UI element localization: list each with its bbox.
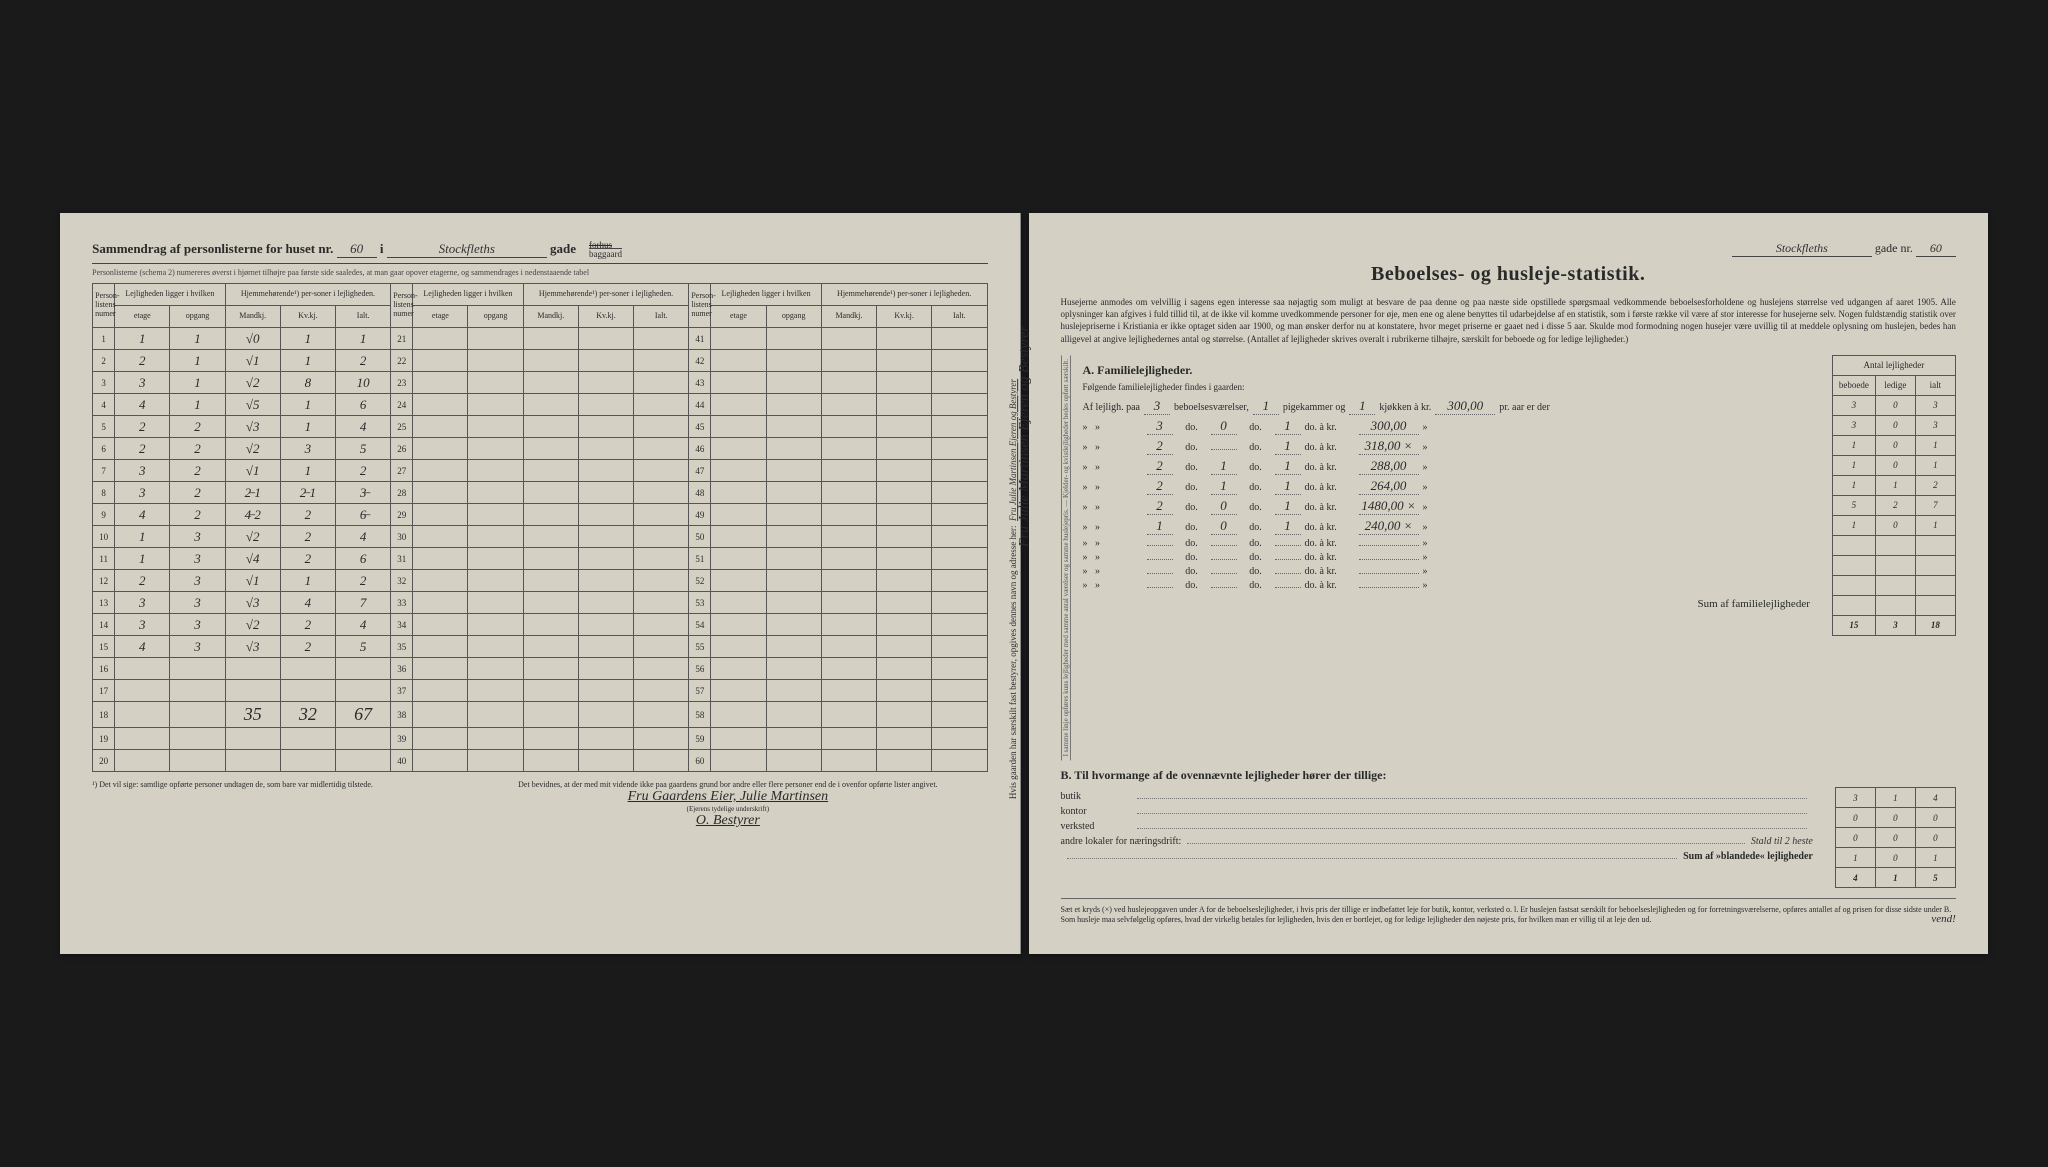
section-A-sub: Følgende familielejligheder findes i gaa… [1083,382,1810,392]
col-num: Person-listens numer [93,284,115,328]
col-kvkj: Kv.kj. [280,306,335,328]
count-header: Antal lejligheder [1832,355,1955,375]
family-rows: Af lejligh. paa3beboelsesværelser,1pigek… [1083,398,1810,614]
document-spread: Sammendrag af personlisterne for huset n… [60,213,1988,954]
section-B: B. Til hvormange af de ovennævnte lejlig… [1061,768,1956,888]
i-label: i [380,241,384,256]
right-header: Stockfleths gade nr. 60 [1061,241,1956,257]
header-subnote: Personlisterne (schema 2) numereres øver… [92,268,987,277]
count-beboede: beboede [1832,375,1875,395]
count-ledige: ledige [1875,375,1915,395]
right-page: Fru Julie Martinsen Ejeren og Bestyrer S… [1029,213,1988,954]
vend-label: vend! [1931,912,1955,926]
page-title: Beboelses- og husleje-statistik. [1061,263,1956,286]
left-footer: ¹) Det vil sige: samtlige opførte person… [92,780,987,829]
col-num2: Person-listens numer [391,284,413,328]
footer-text: Sæt et kryds (×) ved huslejeopgaven unde… [1061,905,1952,924]
count-table: Antal lejligheder beboede ledige ialt 30… [1832,355,1956,636]
col-lej3: Lejligheden ligger i hvilken [711,284,821,306]
left-page: Sammendrag af personlisterne for huset n… [60,213,1020,954]
col-opgang: opgang [170,306,225,328]
footer-block: Sæt et kryds (×) ved huslejeopgaven unde… [1061,898,1956,926]
intro-text: Husejerne anmodes om velvillig i sagens … [1061,296,1956,345]
footnote-2b: (Ejerens tydelige underskrift) [468,805,987,813]
col-mandkj: Mandkj. [225,306,280,328]
street-name: Stockfleths [387,241,547,258]
count-table-B: 314000000101415 [1835,787,1956,888]
left-header: Sammendrag af personlisterne for huset n… [92,241,987,264]
baggaard-label: baggaard [589,248,622,259]
house-number: 60 [337,241,377,258]
owner-signature: Fru Gaardens Eier, Julie Martinsen [468,789,987,805]
footnote-2a: Det bevidnes, at der med mit vidende ikk… [468,780,987,789]
col-lej2: Lejligheden ligger i hvilken [413,284,523,306]
r-house-no: 60 [1916,241,1956,257]
bestyrer-signature-bottom: O. Bestyrer [468,813,987,829]
col-hjem2: Hjemmehørende¹) per-soner i lejligheden. [523,284,689,306]
gutter-signature: Fru Julie Martinsen Ejeren og Bestyrer [1017,326,1033,547]
col-lej: Lejligheden ligger i hvilken [115,284,225,306]
side-note-A: I samme linje opføres kuns lejligheder m… [1061,355,1071,760]
col-hjem: Hjemmehørende¹) per-soner i lejligheden. [225,284,391,306]
person-summary-table: Person-listens numer Lejligheden ligger … [92,283,987,772]
col-num3: Person-listens numer [689,284,711,328]
col-hjem3: Hjemmehørende¹) per-soner i lejligheden. [821,284,987,306]
col-ialt: Ialt. [336,306,391,328]
r-street: Stockfleths [1732,241,1872,257]
gade-label: gade [550,241,576,256]
r-gade-label: gade nr. [1875,241,1913,255]
footnote-1: ¹) Det vil sige: samtlige opførte person… [92,780,432,829]
section-A-label: A. Familielejligheder. [1083,363,1810,378]
col-etage: etage [115,306,170,328]
section-B-label: B. Til hvormange af de ovennævnte lejlig… [1061,768,1387,782]
header-prefix: Sammendrag af personlisterne for huset n… [92,241,333,256]
count-ialt: ialt [1915,375,1955,395]
